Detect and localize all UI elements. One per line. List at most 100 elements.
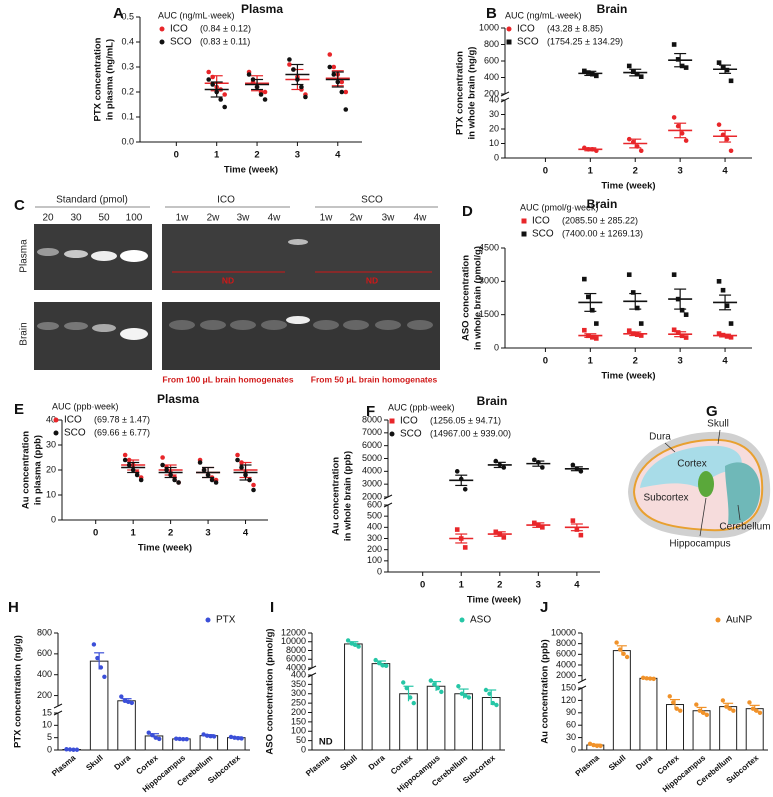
- x-tick-label: 0: [174, 150, 179, 161]
- data-point: [345, 638, 351, 643]
- data-point: [463, 693, 468, 698]
- data-point: [590, 71, 595, 77]
- x-tick-label: Cortex: [389, 753, 415, 777]
- data-point: [750, 706, 756, 711]
- data-point: [228, 734, 234, 740]
- data-point: [683, 65, 689, 70]
- y-tick-label: 12000: [281, 627, 306, 637]
- data-point: [651, 676, 656, 682]
- legend-marker: [53, 417, 59, 423]
- lane-label: 2w: [207, 213, 221, 224]
- lane-label: 1w: [176, 213, 190, 224]
- x-tick-label: Plasma: [574, 753, 602, 778]
- data-point: [678, 708, 683, 713]
- data-point: [731, 708, 736, 713]
- lane-label: 30: [70, 213, 82, 224]
- legend-title: AUC (pmol/g·week): [520, 202, 599, 212]
- x-tick-label: 2: [633, 166, 638, 177]
- data-point: [299, 84, 304, 90]
- data-point: [644, 676, 649, 681]
- y-tick-label: 200: [367, 544, 382, 554]
- leader: [664, 442, 676, 453]
- y-tick-label: 15: [42, 707, 52, 717]
- y-tick-label: 400: [291, 669, 306, 679]
- data-point: [184, 736, 189, 742]
- gel-group-label: SCO: [361, 195, 383, 206]
- x-tick-label: 3: [205, 528, 210, 539]
- data-point: [146, 730, 151, 735]
- diagram-label: Cerebellum: [719, 522, 770, 533]
- panel-title: Brain: [587, 197, 618, 211]
- panel-letter: J: [540, 599, 548, 616]
- data-point: [164, 467, 169, 473]
- data-point: [671, 272, 677, 277]
- data-point: [235, 457, 240, 463]
- y-tick-label: 8000: [556, 638, 576, 648]
- x-tick-label: 3: [295, 150, 300, 161]
- data-point: [674, 706, 679, 711]
- data-point: [624, 654, 630, 660]
- data-point: [138, 477, 144, 483]
- panel-letter: C: [14, 197, 25, 214]
- legend-title: AUC (ppb·week): [388, 402, 455, 412]
- legend-label: SCO: [532, 229, 554, 240]
- data-point: [454, 527, 460, 532]
- data-point: [570, 518, 576, 523]
- data-point: [675, 330, 681, 335]
- bar: [117, 700, 136, 751]
- y-tick-label: 0: [494, 152, 499, 162]
- data-point: [383, 663, 389, 669]
- data-point: [626, 63, 632, 69]
- legend-label: ICO: [400, 416, 418, 427]
- y-axis-label: PTX concentration: [93, 37, 104, 121]
- data-point: [251, 487, 256, 493]
- y-tick-label: 400: [484, 72, 499, 82]
- data-point: [373, 657, 378, 663]
- y-tick-label: 30: [566, 732, 576, 742]
- legend-title: AUC (ng/mL·week): [505, 10, 582, 20]
- y-tick-label: 4500: [479, 242, 499, 252]
- legend-auc: (2085.50 ± 285.22): [562, 215, 638, 225]
- panel-letter: F: [366, 403, 375, 420]
- data-point: [626, 328, 632, 333]
- data-point: [64, 747, 69, 752]
- data-point: [728, 321, 734, 326]
- y-tick-label: 4000: [362, 466, 382, 476]
- y-axis-label: Au concentration: [21, 431, 32, 509]
- data-point: [201, 467, 207, 473]
- y-tick-label: 250: [291, 698, 306, 708]
- data-point: [683, 138, 689, 143]
- nd-label: ND: [319, 737, 333, 748]
- data-point: [728, 148, 734, 154]
- data-point: [401, 680, 406, 685]
- data-point: [679, 131, 685, 136]
- data-point: [728, 78, 734, 84]
- legend-marker: [459, 617, 465, 623]
- y-tick-label: 120: [561, 695, 576, 705]
- data-point: [671, 42, 677, 47]
- data-point: [213, 480, 219, 485]
- data-point: [157, 736, 162, 742]
- data-point: [598, 743, 603, 749]
- data-point: [176, 480, 181, 485]
- y-tick-label: 0.0: [121, 136, 134, 146]
- x-tick-label: Skull: [339, 753, 359, 772]
- cortex-shape: [640, 445, 742, 488]
- data-point: [303, 94, 308, 100]
- y-tick-label: 500: [367, 511, 382, 521]
- x-tick-label: 1: [459, 580, 465, 591]
- panel-title: Brain: [477, 394, 508, 408]
- legend-marker: [389, 418, 395, 424]
- nd-label: ND: [366, 275, 378, 285]
- y-tick-label: 6000: [556, 649, 576, 659]
- y-tick-label: 30: [46, 439, 56, 449]
- data-point: [160, 462, 165, 468]
- y-tick-label: 5000: [362, 453, 382, 463]
- data-point: [327, 64, 333, 70]
- data-point: [232, 735, 237, 740]
- y-tick-label: 60: [566, 720, 576, 730]
- legend-marker: [715, 617, 721, 623]
- y-tick-label: 1500: [479, 309, 499, 319]
- lane-label: 4w: [268, 213, 282, 224]
- data-point: [352, 642, 358, 648]
